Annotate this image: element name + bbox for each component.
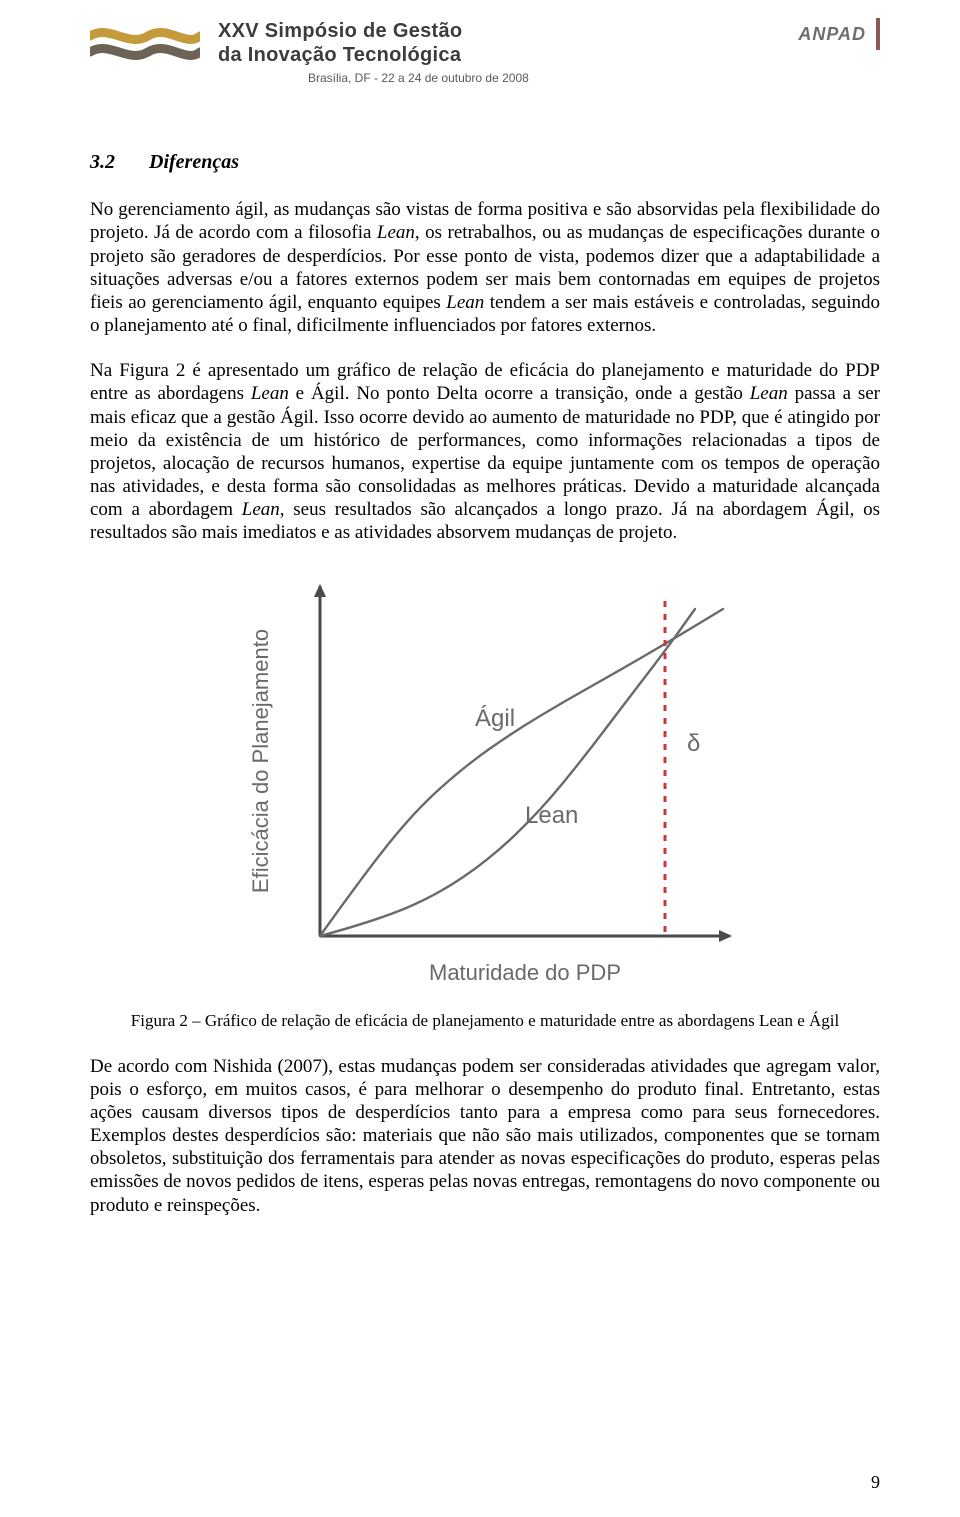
header-accent-bar	[876, 18, 880, 50]
paragraph-2: Na Figura 2 é apresentado um gráfico de …	[90, 359, 880, 544]
p2-lean-2: Lean	[750, 383, 788, 404]
svg-text:Lean: Lean	[525, 802, 578, 829]
page-number: 9	[871, 1472, 880, 1493]
section-heading: 3.2 Diferenças	[90, 151, 880, 174]
figure-2: Ágil Lean δ Eficicácia do Planejamento Matur…	[90, 571, 880, 1001]
page-header: XXV Simpósio de Gestão da Inovação Tecno…	[90, 0, 880, 93]
p1-lean-2: Lean	[446, 292, 484, 313]
section-title: Diferenças	[149, 151, 239, 174]
svg-text:Maturidade do PDP: Maturidade do PDP	[429, 960, 621, 985]
p2-text-b: e Ágil. No ponto Delta ocorre a transiçã…	[289, 383, 750, 404]
conference-logo	[90, 18, 200, 74]
svg-text:Ágil: Ágil	[475, 705, 515, 732]
organizer-brand: ANPAD	[798, 24, 866, 45]
conference-title-line2: da Inovação Tecnológica	[218, 44, 780, 68]
p2-lean-3: Lean	[242, 499, 280, 520]
svg-text:Eficicácia do Planejamento: Eficicácia do Planejamento	[248, 629, 273, 893]
conference-title-block: XXV Simpósio de Gestão da Inovação Tecno…	[218, 18, 780, 85]
conference-subtitle: Brasília, DF - 22 a 24 de outubro de 200…	[308, 71, 780, 85]
paragraph-1: No gerenciamento ágil, as mudanças são v…	[90, 198, 880, 337]
paragraph-3: De acordo com Nishida (2007), estas muda…	[90, 1055, 880, 1217]
conference-title-line1: XXV Simpósio de Gestão	[218, 20, 780, 44]
p2-lean-1: Lean	[251, 383, 289, 404]
header-right: ANPAD	[798, 18, 880, 50]
section-number: 3.2	[90, 151, 115, 174]
figure-2-chart: Ágil Lean δ Eficicácia do Planejamento Matur…	[225, 571, 745, 1001]
figure-2-caption: Figura 2 – Gráfico de relação de eficáci…	[90, 1011, 880, 1031]
p1-lean-1: Lean	[377, 222, 415, 243]
svg-text:δ: δ	[687, 730, 700, 757]
